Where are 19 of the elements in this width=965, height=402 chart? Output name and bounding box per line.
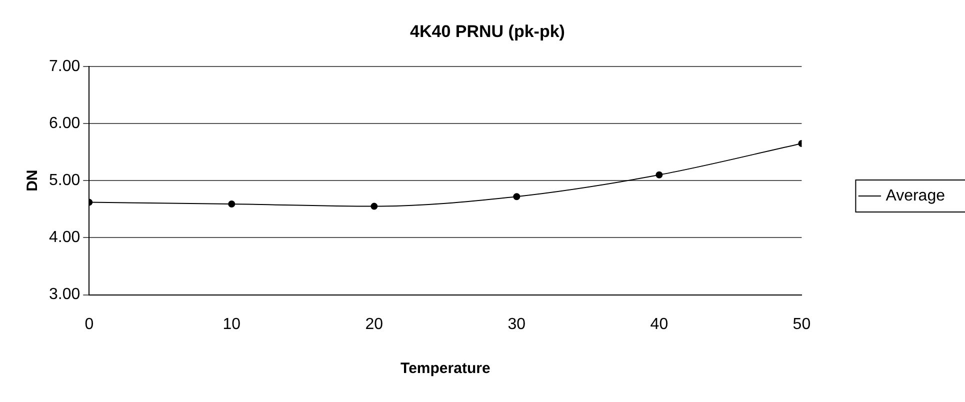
y-tick-label: 3.00 [49,286,80,304]
legend-label: Average [886,187,946,204]
y-axis-title: DN [24,170,42,192]
point [370,202,378,210]
x-tick-label: 30 [508,316,526,333]
y-tick-label: 5.00 [49,172,80,190]
point [228,200,236,208]
x-tick-label: 40 [650,316,668,333]
x-tick-label: 10 [222,316,241,333]
point [656,171,663,178]
x-axis-title: Temperature [400,360,490,378]
x-tick-label: 50 [792,316,811,333]
chart-title: 4K40 PRNU (pk-pk) [410,22,565,41]
y-tick-label: 6.00 [49,114,80,132]
y-tick-label: 7.00 [49,58,80,75]
y-tick-label: 4.00 [49,229,80,246]
point [513,193,520,200]
x-tick-label: 0 [84,316,94,333]
x-tick-label: 20 [365,316,384,333]
